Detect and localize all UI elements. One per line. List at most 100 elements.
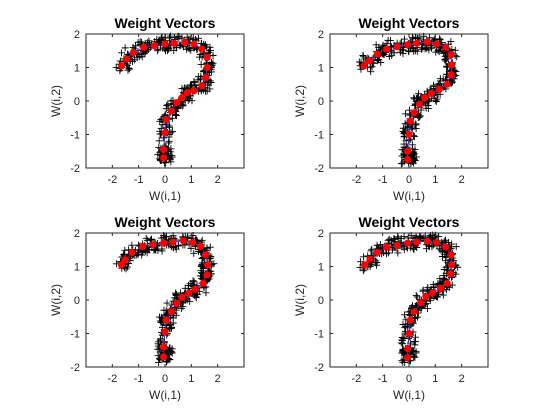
- input-point: [163, 358, 171, 366]
- input-point: [433, 95, 441, 103]
- input-point: [385, 52, 393, 60]
- y-tick-label: -1: [70, 329, 80, 341]
- input-point: [207, 58, 215, 66]
- input-point: [435, 232, 443, 240]
- input-point: [422, 245, 430, 253]
- input-point: [155, 338, 163, 346]
- input-point: [172, 291, 180, 299]
- weight-points: [117, 237, 212, 361]
- input-point: [411, 146, 419, 154]
- input-point: [207, 79, 215, 87]
- input-point: [169, 319, 177, 327]
- input-point: [400, 349, 408, 357]
- weight-point: [190, 40, 198, 48]
- x-tick-label: -2: [351, 373, 361, 385]
- input-point: [442, 236, 450, 244]
- input-point: [187, 244, 195, 252]
- input-point: [412, 333, 420, 341]
- weight-point: [121, 256, 130, 264]
- input-point: [419, 287, 427, 295]
- chart-title: Weight Vectors: [359, 214, 460, 230]
- input-point: [164, 139, 172, 147]
- input-point: [207, 47, 215, 55]
- input-point: [118, 49, 126, 57]
- weight-point: [162, 316, 170, 324]
- input-point: [440, 272, 448, 280]
- input-point: [206, 85, 214, 93]
- input-point: [424, 304, 432, 312]
- input-point: [121, 246, 129, 254]
- x-tick-label: 2: [459, 174, 465, 186]
- input-point: [413, 313, 421, 321]
- weight-point: [413, 39, 421, 47]
- y-tick-label: -2: [70, 362, 80, 374]
- input-point: [442, 257, 450, 265]
- weight-point: [383, 45, 391, 53]
- y-tick-label: 2: [74, 29, 80, 41]
- input-point: [186, 297, 194, 305]
- weight-point: [410, 109, 418, 117]
- weight-point: [413, 238, 421, 246]
- weight-point: [203, 271, 211, 279]
- input-point: [121, 44, 129, 52]
- input-point: [412, 33, 420, 41]
- x-tick-label: 1: [432, 174, 438, 186]
- input-point: [410, 150, 418, 158]
- input-point: [206, 243, 214, 251]
- input-point: [163, 299, 171, 307]
- weight-point: [365, 57, 374, 65]
- x-tick-label: -1: [134, 373, 144, 385]
- input-point: [129, 58, 137, 66]
- weight-point: [189, 238, 197, 246]
- weight-point: [202, 251, 210, 259]
- input-point: [138, 53, 146, 61]
- input-point: [200, 67, 208, 75]
- x-tick-label: -1: [378, 174, 388, 186]
- weight-point: [442, 43, 450, 52]
- input-point: [373, 241, 381, 249]
- weight-point: [173, 299, 181, 307]
- input-point: [165, 133, 173, 141]
- y-tick-label: 0: [74, 295, 80, 307]
- subplot-2: -2 -1 0 1 2 -2 -1 0 1 2 Weight Vectors W(i,1) W(i,2): [293, 15, 489, 203]
- weight-point: [173, 99, 181, 107]
- input-point: [399, 124, 407, 132]
- y-tick-label: -2: [314, 163, 324, 175]
- input-point: [186, 45, 194, 53]
- x-tick-label: 0: [162, 174, 168, 186]
- input-point: [412, 121, 420, 129]
- weight-point: [117, 62, 126, 70]
- input-point: [156, 348, 164, 356]
- input-point: [440, 49, 448, 57]
- weight-point: [423, 237, 432, 245]
- input-point: [372, 41, 380, 49]
- input-point: [183, 45, 191, 53]
- input-point: [359, 51, 367, 59]
- x-tick-label: 0: [406, 174, 412, 186]
- weight-point: [150, 42, 159, 50]
- input-point: [390, 235, 398, 243]
- input-point: [190, 278, 198, 286]
- input-point: [368, 245, 376, 253]
- input-point: [400, 335, 408, 343]
- input-point: [389, 246, 397, 254]
- x-tick-label: 1: [432, 373, 438, 385]
- input-point: [437, 46, 445, 54]
- weight-point: [437, 284, 445, 292]
- weight-points: [361, 237, 456, 362]
- y-tick-label: 1: [74, 262, 80, 274]
- input-point: [172, 112, 180, 120]
- weight-point: [185, 289, 193, 297]
- weight-point: [140, 43, 148, 52]
- x-axis-label: W(i,1): [393, 388, 425, 402]
- y-axis-label: W(i,2): [293, 284, 307, 316]
- chart-title: Weight Vectors: [115, 15, 216, 31]
- input-point: [166, 32, 174, 40]
- weight-point: [178, 94, 186, 102]
- weight-point: [417, 299, 425, 307]
- weight-points: [117, 38, 211, 162]
- y-tick-label: -1: [314, 130, 324, 142]
- weight-point: [442, 243, 450, 251]
- input-point: [189, 277, 197, 285]
- input-point: [432, 96, 440, 104]
